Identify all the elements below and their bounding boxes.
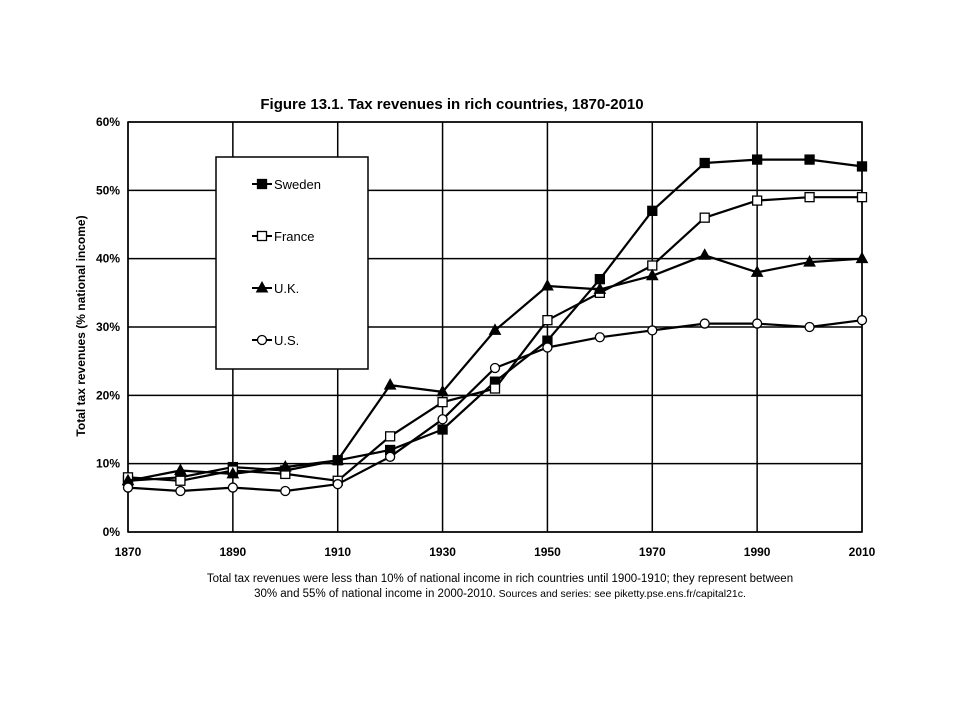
y-tick-label: 40% xyxy=(96,252,120,266)
y-tick-label: 10% xyxy=(96,457,120,471)
data-point-u-s xyxy=(856,315,868,326)
data-point-sweden xyxy=(804,154,815,165)
legend-marker-u-k xyxy=(255,280,269,293)
data-point-u-s xyxy=(175,485,186,497)
plot-area-frame xyxy=(127,121,863,533)
data-point-u-s xyxy=(489,362,501,374)
x-tick-label: 2010 xyxy=(849,545,876,559)
series-group xyxy=(121,154,869,497)
data-point-u-k xyxy=(174,463,187,475)
data-point-france xyxy=(175,475,186,486)
data-point-u-s xyxy=(437,414,448,425)
caption-line-2: 30% and 55% of national income in 2000-2… xyxy=(120,587,880,602)
data-point-u-k xyxy=(855,251,869,264)
data-point-u-s xyxy=(699,318,710,329)
legend-label-u-s: U.S. xyxy=(274,333,299,348)
x-tick-label: 1930 xyxy=(429,545,456,559)
legend-marker-sweden xyxy=(256,178,268,190)
chart-caption: Total tax revenues were less than 10% of… xyxy=(120,572,880,602)
series-u-k xyxy=(121,248,869,486)
data-point-france xyxy=(384,431,396,442)
data-point-france xyxy=(542,315,553,326)
x-tick-label: 1950 xyxy=(534,545,561,559)
y-axis-label: Total tax revenues (% national income) xyxy=(74,215,88,436)
data-point-u-s xyxy=(804,321,815,333)
caption-main-text: 30% and 55% of national income in 2000-2… xyxy=(254,588,496,600)
data-point-u-k xyxy=(645,268,659,281)
legend-label-sweden: Sweden xyxy=(274,177,321,192)
y-tick-label: 0% xyxy=(103,525,121,539)
legend-item-sweden: Sweden xyxy=(252,177,321,192)
legend-label-france: France xyxy=(274,229,314,244)
x-tick-label: 1870 xyxy=(115,545,142,559)
legend-marker-france xyxy=(256,230,268,242)
data-point-u-s xyxy=(594,332,606,343)
data-point-sweden xyxy=(699,157,710,169)
data-point-sweden xyxy=(437,424,448,435)
legend-box xyxy=(215,156,369,370)
y-tick-label: 20% xyxy=(96,388,120,402)
axes: 0% 10% 20% 30% 40% 50% 60% 1870 1890 1910 1930 1950… xyxy=(96,115,876,559)
data-point-u-s xyxy=(384,451,396,462)
legend-marker-u-s xyxy=(256,334,268,346)
data-point-france xyxy=(489,383,501,394)
y-tick-label: 30% xyxy=(96,320,120,334)
data-point-u-k xyxy=(436,384,449,397)
legend-item-u-s: U.S. xyxy=(252,333,299,348)
data-point-u-s xyxy=(542,342,553,353)
data-point-u-s xyxy=(647,325,658,336)
data-point-u-k xyxy=(226,466,240,479)
x-tick-label: 1890 xyxy=(220,545,247,559)
data-point-france xyxy=(647,260,658,271)
data-point-u-k xyxy=(278,460,292,472)
data-point-u-k xyxy=(750,265,764,277)
data-point-u-s xyxy=(332,479,343,490)
data-point-u-k xyxy=(541,278,554,291)
x-tick-label: 1990 xyxy=(744,545,771,559)
data-point-u-k xyxy=(488,323,502,335)
data-point-sweden xyxy=(647,205,658,216)
data-point-u-s xyxy=(122,482,134,493)
data-point-u-s xyxy=(227,482,239,493)
chart-title: Figure 13.1. Tax revenues in rich countr… xyxy=(260,96,643,113)
data-point-u-k xyxy=(593,282,607,294)
data-point-u-k xyxy=(803,255,816,267)
data-point-france xyxy=(699,212,710,223)
data-point-sweden xyxy=(751,154,763,165)
x-tick-label: 1970 xyxy=(639,545,666,559)
caption-source: Sources and series: see piketty.pse.ens.… xyxy=(495,588,746,600)
data-point-france xyxy=(804,192,815,203)
legend-item-france: France xyxy=(252,229,314,244)
data-point-u-k xyxy=(698,248,712,260)
data-point-u-s xyxy=(751,318,763,329)
caption-line-1: Total tax revenues were less than 10% of… xyxy=(206,573,794,585)
series-u-s xyxy=(122,315,868,497)
data-point-u-k xyxy=(383,378,397,390)
y-tick-label: 50% xyxy=(96,183,120,197)
data-point-u-s xyxy=(280,485,291,497)
x-tick-label: 1910 xyxy=(324,545,351,559)
legend-item-u-k: U.K. xyxy=(252,280,299,296)
legend-label-u-k: U.K. xyxy=(274,281,299,296)
data-point-france xyxy=(856,192,868,203)
data-point-france xyxy=(437,397,448,408)
data-point-sweden xyxy=(594,274,606,285)
data-point-france xyxy=(751,195,763,206)
data-point-u-k xyxy=(331,453,345,465)
legend: Sweden France U.K. U.S. xyxy=(215,156,369,370)
data-point-sweden xyxy=(856,161,868,172)
y-tick-label: 60% xyxy=(96,115,120,129)
